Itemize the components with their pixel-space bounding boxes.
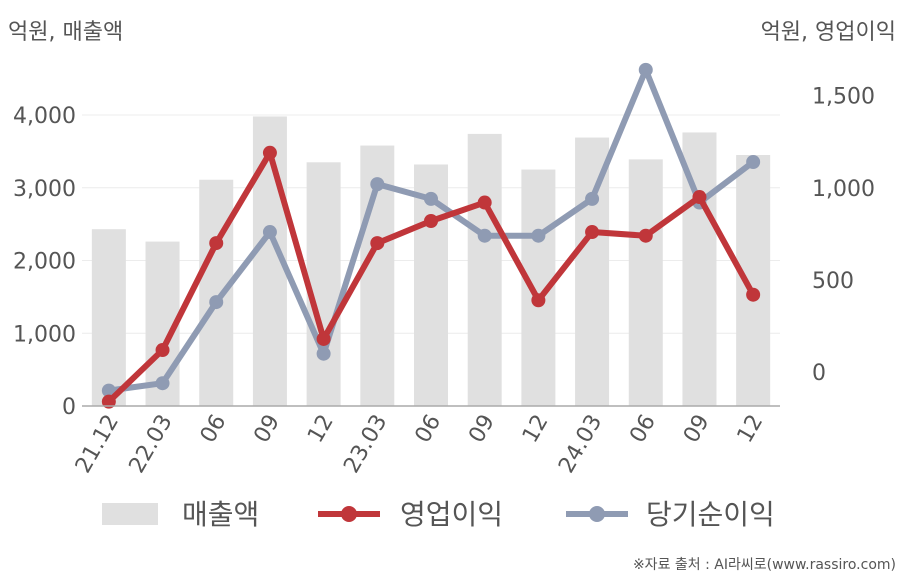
x-tick-label: 09: [679, 411, 715, 448]
left-tick-label: 4,000: [13, 104, 76, 129]
operating-profit-point: [585, 225, 600, 240]
net-income-point: [531, 228, 546, 243]
x-tick-label: 09: [464, 411, 500, 448]
net-income-point: [477, 228, 492, 243]
bar-revenue: [467, 133, 502, 407]
right-tick-label: 1,500: [812, 85, 875, 110]
operating-profit-point: [638, 228, 653, 243]
net-income-point: [155, 376, 170, 391]
operating-profit-point: [262, 145, 277, 160]
operating-profit-point: [316, 331, 331, 346]
right-tick-label: 500: [812, 269, 854, 294]
left-tick-label: 0: [62, 395, 76, 420]
net-income-point: [209, 295, 224, 310]
bar-revenue: [575, 137, 610, 407]
operating-profit-point: [477, 195, 492, 210]
x-tick-label: 24.03: [554, 411, 607, 478]
net-income-point: [316, 346, 331, 361]
net-income-point: [638, 62, 653, 77]
operating-profit-point: [155, 343, 170, 358]
net-income-point: [370, 177, 385, 192]
operating-profit-point: [370, 236, 385, 251]
x-tick-label: 21.12: [71, 411, 124, 478]
net-income-point: [746, 155, 761, 170]
operating-profit-point: [692, 190, 707, 205]
bar-revenue: [306, 162, 341, 406]
legend-label: 매출액: [182, 498, 259, 531]
x-tick-label: 06: [196, 411, 232, 448]
operating-profit-point: [531, 293, 546, 308]
net-income-point: [585, 191, 600, 206]
left-tick-label: 1,000: [13, 322, 76, 347]
right-axis-title: 억원, 영업이익: [760, 20, 896, 45]
x-tick-label: 12: [303, 411, 339, 448]
bar-revenue: [199, 179, 234, 406]
left-tick-label: 3,000: [13, 177, 76, 202]
legend-label: 당기순이익: [646, 498, 775, 531]
left-axis-title: 억원, 매출액: [8, 20, 124, 45]
net-income-point: [262, 225, 277, 240]
x-tick-label: 06: [625, 411, 661, 448]
net-income-point: [101, 383, 116, 398]
bar-revenue: [91, 229, 126, 406]
legend-marker: [589, 506, 605, 522]
bar-revenue: [736, 155, 771, 406]
operating-profit-point: [101, 394, 116, 409]
net-income-point: [424, 191, 438, 206]
operating-profit-point: [746, 287, 761, 302]
legend-label: 영업이익: [400, 498, 503, 531]
x-tick-label: 06: [411, 411, 447, 448]
x-tick-label: 22.03: [125, 411, 178, 478]
source-note: ※자료 출처 : AI라씨로(www.rassiro.com): [632, 557, 896, 573]
bar-revenue: [628, 159, 663, 406]
right-tick-label: 1,000: [812, 177, 875, 202]
operating-profit-point: [424, 213, 438, 228]
left-tick-label: 2,000: [13, 250, 76, 275]
x-tick-label: 12: [518, 411, 554, 448]
x-tick-label: 23.03: [339, 411, 392, 478]
x-tick-label: 12: [733, 411, 769, 448]
legend-marker: [341, 506, 357, 522]
legend-swatch-revenue: [102, 503, 158, 525]
right-tick-label: 0: [812, 361, 826, 386]
x-tick-label: 09: [249, 411, 285, 448]
operating-profit-point: [209, 236, 224, 251]
